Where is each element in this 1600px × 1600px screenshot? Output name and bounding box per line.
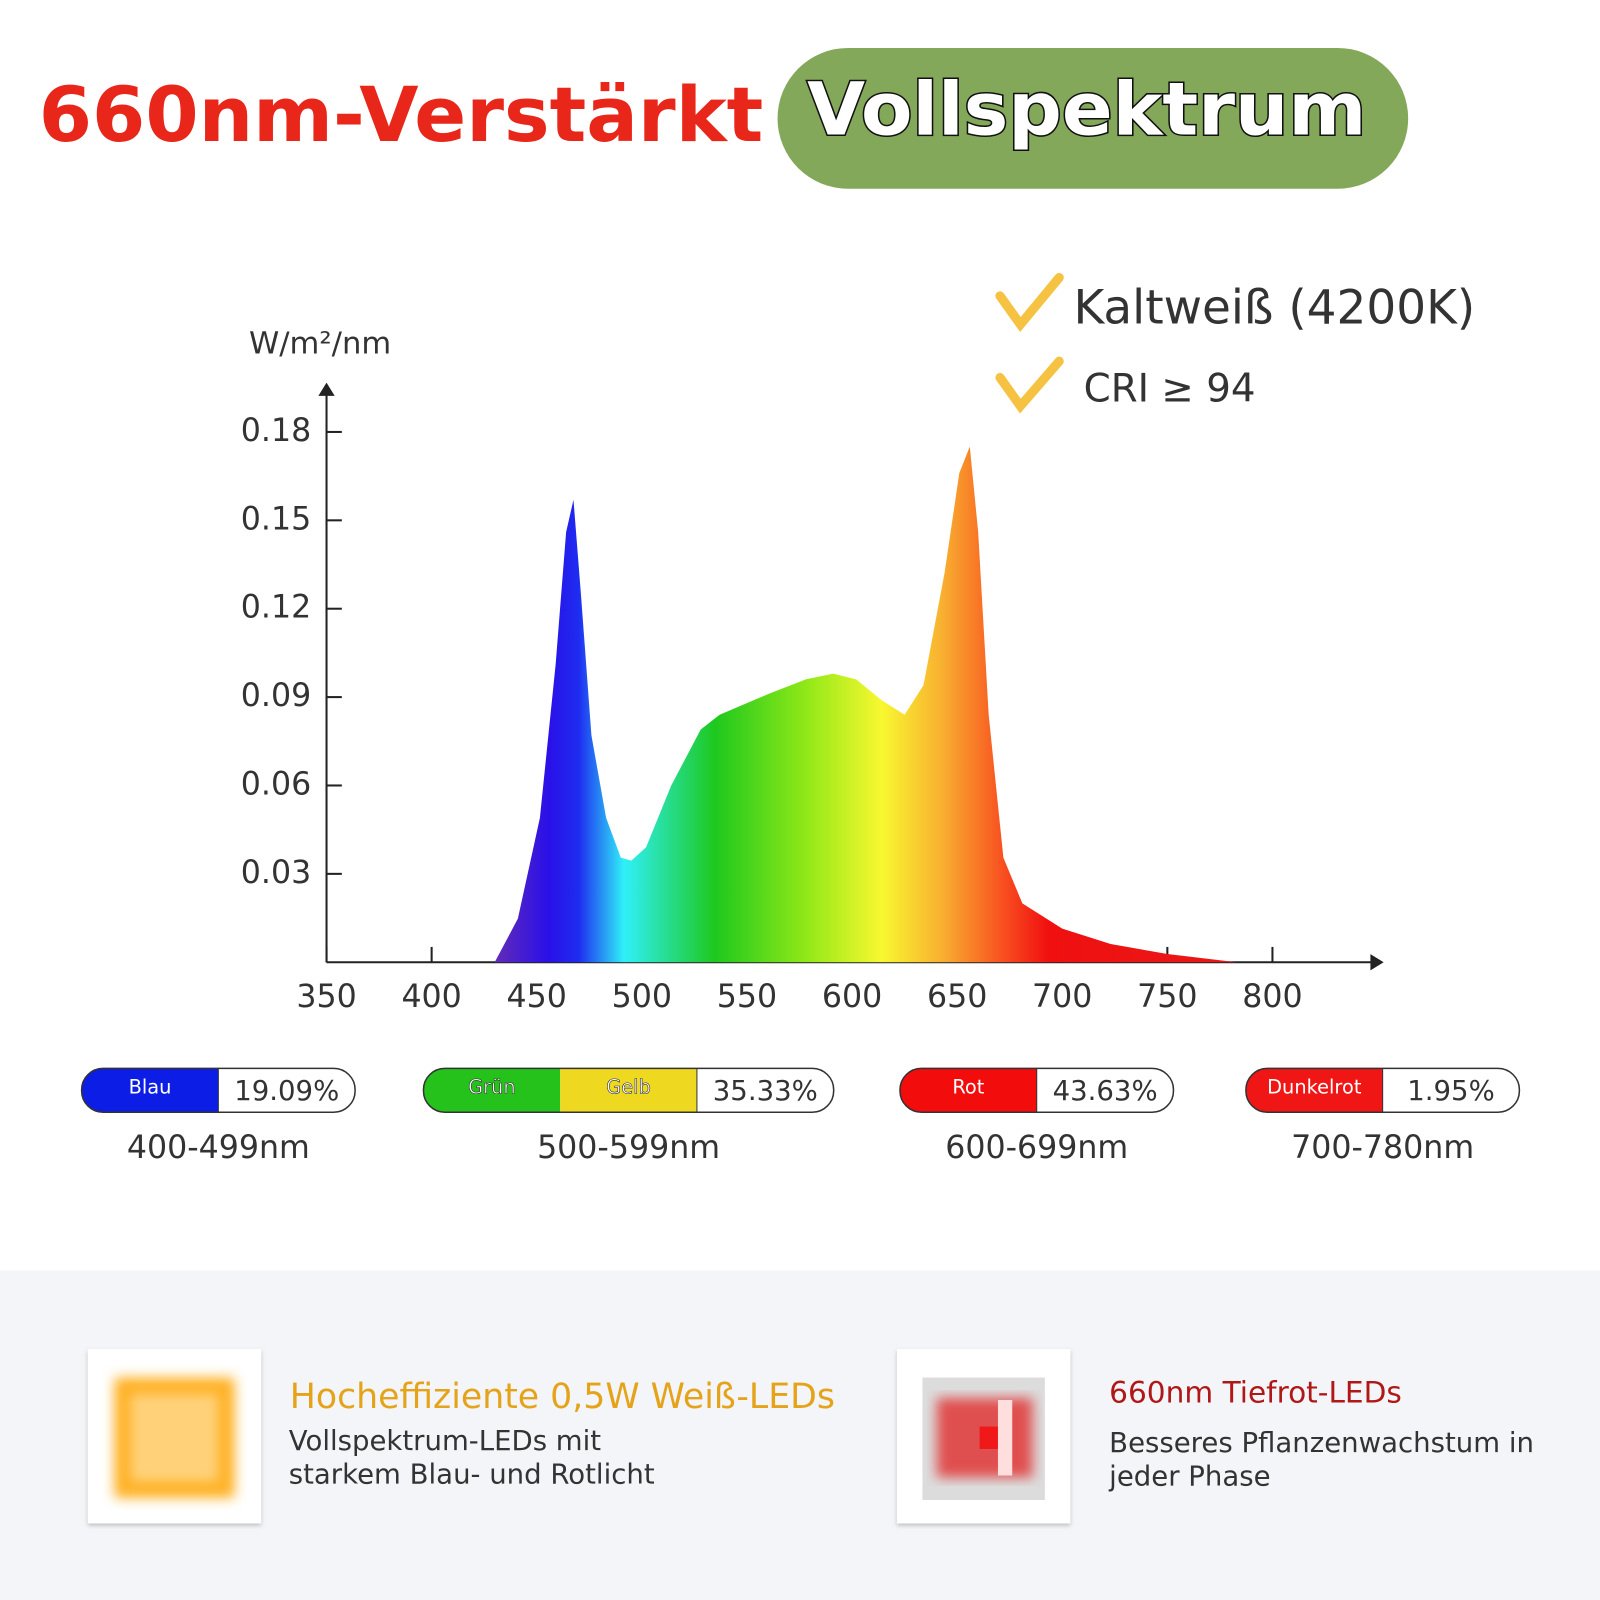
y-tick-label: 0.18 xyxy=(241,413,311,449)
x-tick-label: 700 xyxy=(1032,979,1092,1015)
x-tick-label: 600 xyxy=(822,979,882,1015)
band-label: Dunkelrot xyxy=(1267,1075,1362,1098)
feature-text: jeder Phase xyxy=(1108,1461,1270,1493)
bottom-panel xyxy=(0,1270,1600,1600)
feature-title: 660nm Tiefrot-LEDs xyxy=(1109,1375,1402,1409)
x-tick-label: 350 xyxy=(296,979,356,1015)
spectrum-area xyxy=(494,446,1237,963)
band-segment xyxy=(560,1068,697,1113)
y-tick-label: 0.09 xyxy=(241,678,311,714)
arrow xyxy=(1370,954,1384,971)
feature-text: Besseres Pflanzenwachstum in xyxy=(1109,1427,1534,1459)
y-tick-label: 0.06 xyxy=(241,766,311,802)
band-range: 400-499nm xyxy=(127,1130,310,1166)
band-segment xyxy=(423,1068,561,1113)
band-label: Blau xyxy=(129,1075,172,1098)
band-outline xyxy=(422,1067,835,1114)
x-tick-label: 450 xyxy=(507,979,567,1015)
band-range: 700-780nm xyxy=(1291,1130,1474,1166)
y-tick-label: 0.15 xyxy=(241,501,311,537)
icon xyxy=(979,1426,1000,1449)
band-share: 19.09% xyxy=(234,1075,339,1107)
y-axis-label: W/m²/nm xyxy=(249,326,391,361)
y-tick-label: 0.12 xyxy=(241,590,311,626)
y-tick-label: 0.03 xyxy=(241,855,311,891)
band-segment xyxy=(1245,1068,1383,1113)
feature-text: Vollspektrum-LEDs mit xyxy=(289,1425,602,1457)
band-share: 1.95% xyxy=(1407,1075,1495,1107)
feature-text: starkem Blau- und Rotlicht xyxy=(289,1459,655,1491)
icon xyxy=(130,1393,219,1482)
x-tick-label: 650 xyxy=(927,979,987,1015)
band-share: 35.33% xyxy=(713,1075,818,1107)
badge-text: Vollspektrum xyxy=(807,67,1366,152)
x-tick-label: 400 xyxy=(401,979,461,1015)
x-tick-label: 500 xyxy=(612,979,672,1015)
title: 660nm-Verstärkt xyxy=(39,71,763,159)
icon xyxy=(997,1400,1013,1476)
band-segment xyxy=(81,1068,219,1113)
band-label: Grün xyxy=(468,1075,516,1098)
annotation: CRI ≥ 94 xyxy=(1084,366,1256,411)
x-tick-label: 800 xyxy=(1242,979,1302,1015)
check xyxy=(995,356,1064,414)
band-segment xyxy=(900,1068,1037,1113)
band-label: Rot xyxy=(952,1075,984,1098)
annotation: Kaltweiß (4200K) xyxy=(1073,281,1475,336)
arrow xyxy=(318,382,335,396)
x-tick-label: 750 xyxy=(1137,979,1197,1015)
band-range: 500-599nm xyxy=(537,1130,720,1166)
x-tick-label: 550 xyxy=(717,979,777,1015)
feature-title: Hocheffiziente 0,5W Weiß-LEDs xyxy=(290,1377,835,1417)
badge xyxy=(777,47,1409,189)
band-share: 43.63% xyxy=(1053,1075,1158,1107)
check xyxy=(995,272,1064,333)
band-range: 600-699nm xyxy=(945,1130,1128,1166)
band-label: Gelb xyxy=(606,1075,651,1098)
